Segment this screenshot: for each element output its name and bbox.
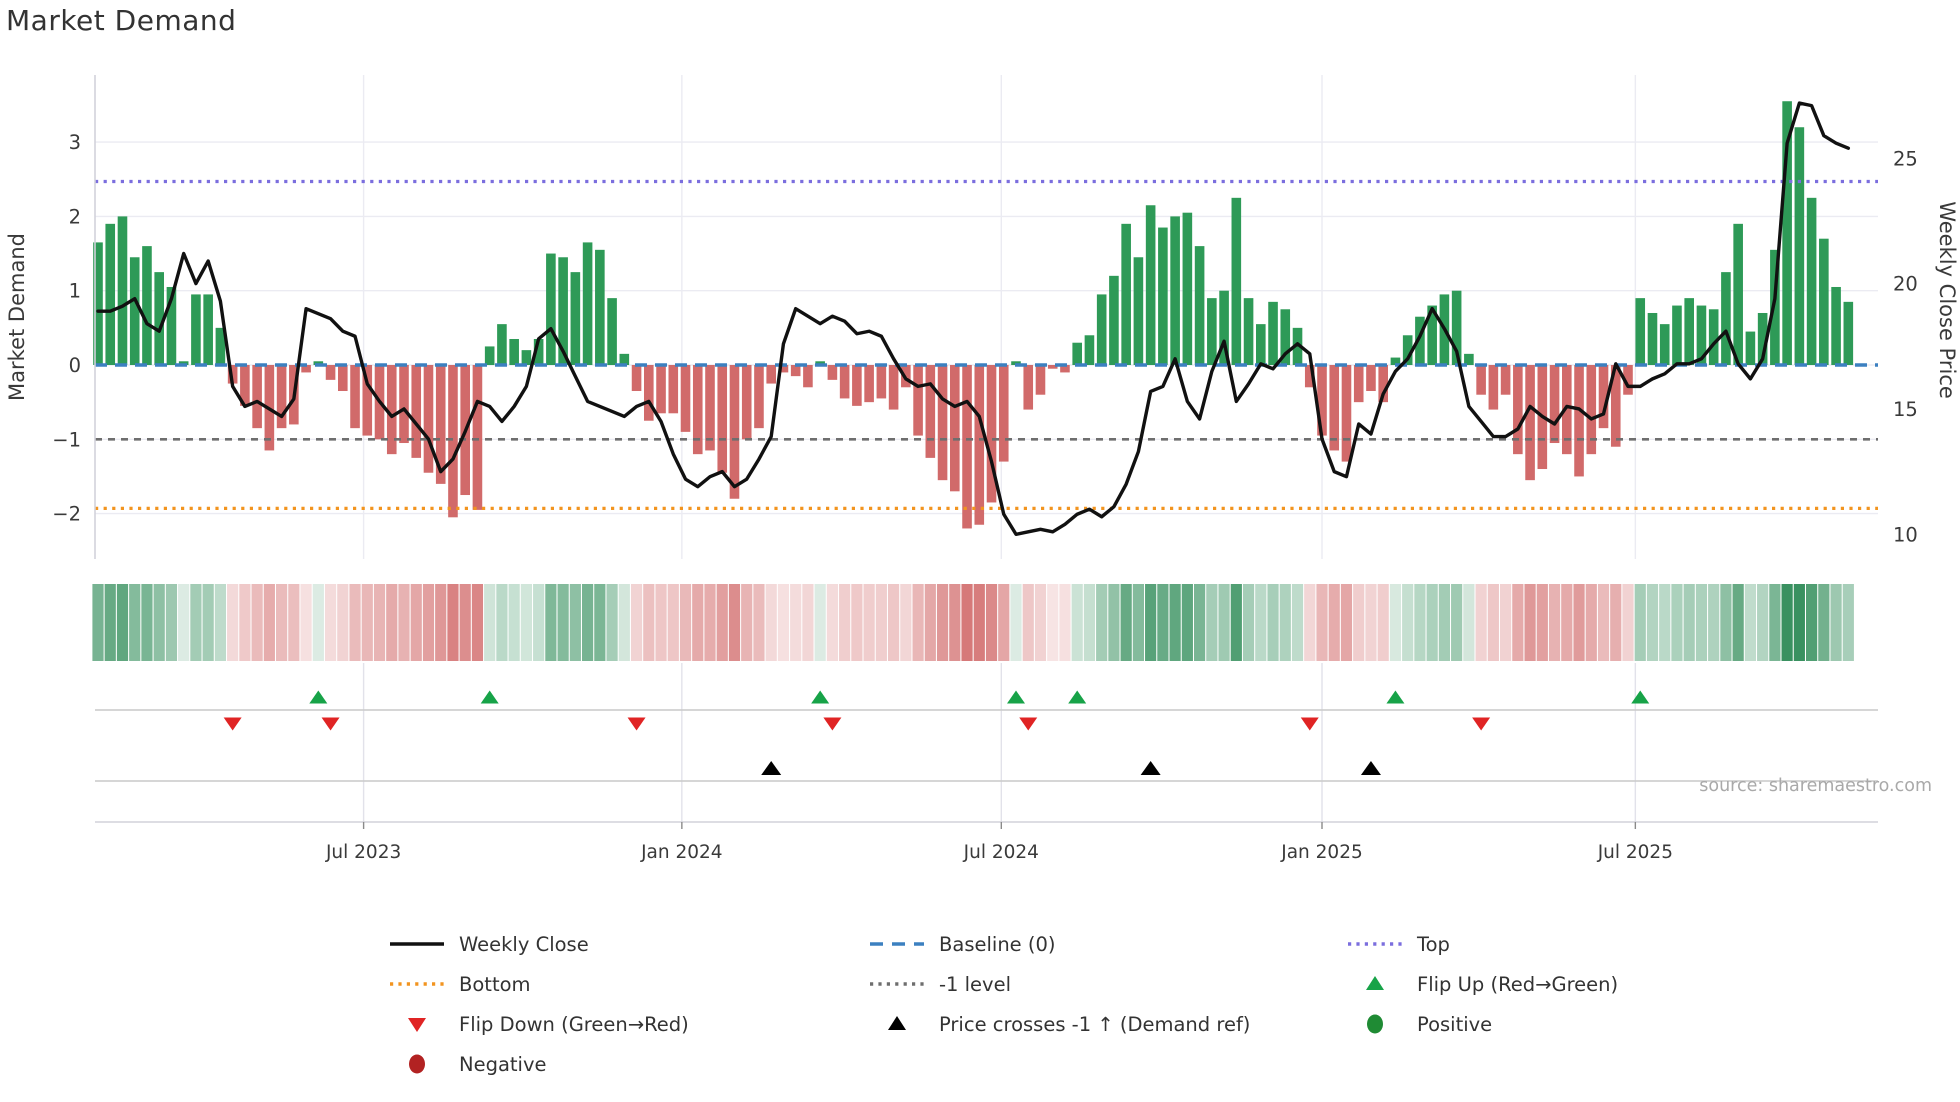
legend-dotted-icon bbox=[870, 982, 924, 986]
horizontal-gridlines bbox=[95, 141, 1878, 515]
legend-item-price-crosses-1-demand-ref: Price crosses -1 ↑ (Demand ref) bbox=[868, 1010, 1346, 1038]
vertical-gridlines bbox=[362, 75, 1637, 822]
svg-text:Jul 2023: Jul 2023 bbox=[325, 842, 401, 863]
demand-bars bbox=[93, 101, 1854, 529]
market-demand-chart: Jul 2023 Jan 2024 Jul 2024 Jan 2025 Jul 2025… bbox=[5, 75, 1959, 863]
svg-text:−1: −1 bbox=[52, 428, 81, 451]
legend-dotted-icon bbox=[390, 982, 444, 986]
svg-text:10: 10 bbox=[1893, 523, 1918, 546]
legend-item-top: Top bbox=[1346, 930, 1776, 958]
legend-item-positive: Positive bbox=[1346, 1010, 1776, 1038]
legend-dashed-icon bbox=[870, 942, 924, 946]
legend-item-flip-down-green-red: Flip Down (Green→Red) bbox=[388, 1010, 868, 1038]
legend-item-baseline-0: Baseline (0) bbox=[868, 930, 1346, 958]
legend-label: Flip Down (Green→Red) bbox=[459, 1012, 689, 1036]
right-axis-label: Weekly Close Price bbox=[1935, 201, 1959, 399]
legend-label: Negative bbox=[459, 1052, 547, 1076]
svg-text:25: 25 bbox=[1893, 147, 1918, 170]
svg-text:1: 1 bbox=[69, 280, 81, 303]
x-axis-ticks: Jul 2023 Jan 2024 Jul 2024 Jan 2025 Jul 2025 bbox=[325, 822, 1673, 863]
legend-label: Baseline (0) bbox=[939, 932, 1056, 956]
svg-text:Jul 2024: Jul 2024 bbox=[963, 842, 1039, 863]
right-axis-ticks: 25 20 15 10 bbox=[1893, 147, 1918, 546]
left-axis-label: Market Demand bbox=[5, 233, 29, 401]
legend-label: Positive bbox=[1417, 1012, 1493, 1036]
legend-dotted-icon bbox=[1348, 942, 1402, 946]
svg-text:2: 2 bbox=[69, 205, 81, 228]
svg-text:0: 0 bbox=[69, 354, 81, 377]
legend-label: Flip Up (Red→Green) bbox=[1417, 972, 1619, 996]
legend-tri-down-icon bbox=[408, 1018, 426, 1032]
svg-text:Jan 2025: Jan 2025 bbox=[1280, 842, 1362, 863]
weekly-close-line bbox=[96, 101, 1851, 536]
legend-circle-icon bbox=[1367, 1014, 1383, 1034]
legend-label: Top bbox=[1417, 932, 1450, 956]
reference-lines bbox=[95, 179, 1878, 510]
left-axis-ticks: 3 2 1 0 −1 −2 bbox=[52, 131, 81, 525]
svg-text:Jul 2025: Jul 2025 bbox=[1597, 842, 1673, 863]
marker-row-lines bbox=[95, 709, 1878, 823]
svg-text:20: 20 bbox=[1893, 273, 1918, 296]
svg-text:15: 15 bbox=[1893, 398, 1918, 421]
source-note: source: sharemaestro.com bbox=[1699, 776, 1932, 796]
legend-item-1-level: -1 level bbox=[868, 970, 1346, 998]
legend-item-flip-up-red-green: Flip Up (Red→Green) bbox=[1346, 970, 1776, 998]
svg-text:3: 3 bbox=[69, 131, 81, 154]
svg-text:Jan 2024: Jan 2024 bbox=[640, 842, 722, 863]
legend-label: Bottom bbox=[459, 972, 531, 996]
svg-text:−2: −2 bbox=[52, 503, 81, 526]
legend-circle-icon bbox=[409, 1054, 425, 1074]
page-title: Market Demand bbox=[6, 4, 237, 37]
legend-tri-up-icon bbox=[1366, 976, 1384, 990]
legend-item-weekly-close: Weekly Close bbox=[388, 930, 868, 958]
legend-tri-up-icon bbox=[888, 1016, 906, 1030]
legend-label: Weekly Close bbox=[459, 932, 589, 956]
legend-line-icon bbox=[390, 942, 444, 946]
event-markers bbox=[223, 690, 1650, 775]
legend-label: -1 level bbox=[939, 972, 1012, 996]
legend-item-bottom: Bottom bbox=[388, 970, 868, 998]
legend-label: Price crosses -1 ↑ (Demand ref) bbox=[939, 1012, 1251, 1036]
chart-legend: Weekly Close Baseline (0) Top Bottom -1 leve… bbox=[388, 930, 1776, 1078]
demand-heat-strip bbox=[92, 584, 1854, 661]
legend-item-negative: Negative bbox=[388, 1050, 868, 1078]
